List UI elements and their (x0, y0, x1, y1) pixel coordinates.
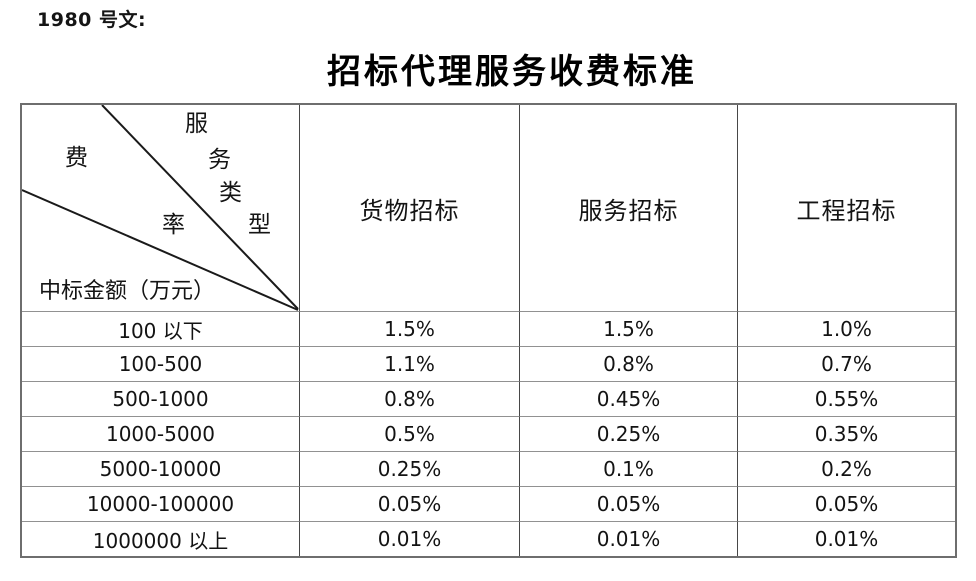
fee-standard-table: 服 费 务 类 率 型 中标金额（万元） 货物招标 服务招标 工程招标 100 … (20, 103, 957, 558)
rate-cell: 0.05% (737, 486, 955, 521)
rate-cell: 0.25% (299, 451, 519, 486)
row-amount-label: 500-1000 (22, 381, 299, 416)
row-amount-label: 5000-10000 (22, 451, 299, 486)
table-corner-diagonal-cell: 服 费 务 类 率 型 中标金额（万元） (22, 105, 299, 311)
diagonal-lines (22, 105, 299, 311)
corner-label-service-type-char: 型 (248, 212, 271, 237)
page-title: 招标代理服务收费标准 (327, 54, 697, 91)
corner-label-service-type-char: 服 (185, 111, 208, 136)
rate-cell: 0.55% (737, 381, 955, 416)
doc-reference-number: 1980 号文: (37, 9, 147, 31)
corner-label-fee-rate-char: 率 (162, 212, 185, 237)
rate-cell: 0.35% (737, 416, 955, 451)
rate-cell: 1.1% (299, 346, 519, 381)
rate-cell: 0.8% (299, 381, 519, 416)
row-amount-label: 1000-5000 (22, 416, 299, 451)
rate-cell: 1.0% (737, 311, 955, 346)
rate-cell: 0.45% (519, 381, 737, 416)
rate-cell: 0.05% (299, 486, 519, 521)
corner-label-bid-amount: 中标金额（万元） (39, 278, 216, 303)
rate-cell: 0.05% (519, 486, 737, 521)
column-header-services: 服务招标 (519, 105, 737, 311)
rate-cell: 0.8% (519, 346, 737, 381)
row-amount-label: 1000000 以上 (22, 521, 299, 556)
rate-cell: 0.01% (519, 521, 737, 556)
rate-cell: 1.5% (519, 311, 737, 346)
rate-cell: 0.25% (519, 416, 737, 451)
rate-cell: 0.1% (519, 451, 737, 486)
rate-cell: 0.5% (299, 416, 519, 451)
rate-cell: 0.2% (737, 451, 955, 486)
rate-cell: 0.7% (737, 346, 955, 381)
column-header-works: 工程招标 (737, 105, 955, 311)
rate-cell: 0.01% (299, 521, 519, 556)
rate-cell: 0.01% (737, 521, 955, 556)
row-amount-label: 10000-100000 (22, 486, 299, 521)
corner-label-service-type-char: 务 (208, 147, 231, 172)
rate-cell: 1.5% (299, 311, 519, 346)
corner-label-fee-rate-char: 费 (65, 145, 88, 170)
row-amount-label: 100-500 (22, 346, 299, 381)
row-amount-label: 100 以下 (22, 311, 299, 346)
corner-label-service-type-char: 类 (219, 180, 242, 205)
column-header-goods: 货物招标 (299, 105, 519, 311)
